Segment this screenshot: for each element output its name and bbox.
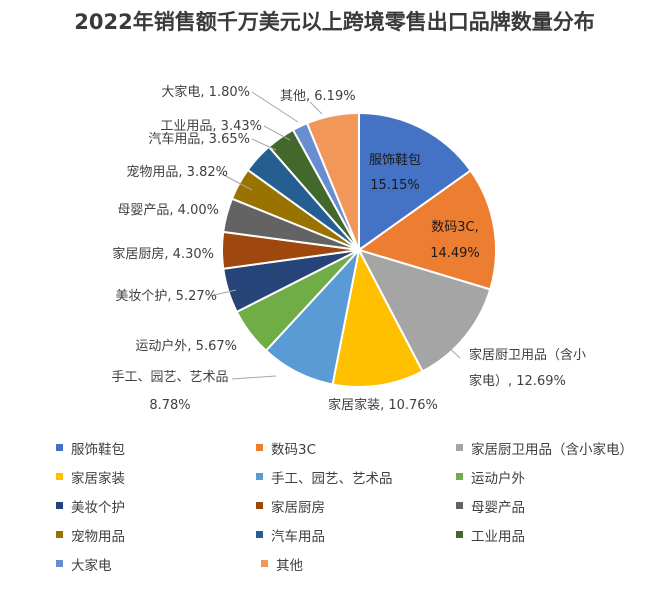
legend-item: 手工、园艺、艺术品 xyxy=(256,467,456,487)
legend-label: 美妆个护 xyxy=(71,499,125,516)
legend-row: 家居家装 手工、园艺、艺术品 运动户外 xyxy=(56,462,656,491)
leader-line-5 xyxy=(263,125,291,141)
legend-row: 服饰鞋包 数码3C 家居厨卫用品（含小家电） xyxy=(56,433,656,462)
pie-slice-13 xyxy=(305,111,360,251)
pie-slice-2 xyxy=(357,248,492,373)
legend-label: 家居家装 xyxy=(71,470,125,487)
data-label-10: 汽车用品, 3.65% xyxy=(148,131,250,147)
legend-swatch xyxy=(56,560,63,567)
data-label-7: 家居厨房, 4.30% xyxy=(112,246,214,262)
data-label-8: 母婴产品, 4.00% xyxy=(117,203,219,218)
data-label-3: 家居家装, 10.76% xyxy=(328,397,438,413)
pie-chart: 服饰鞋包 15.15% 数码3C, 14.49% 家居厨卫用品（含小 家电）, … xyxy=(111,84,586,413)
data-label-5: 运动户外, 5.67% xyxy=(135,338,237,354)
legend-label: 数码3C xyxy=(271,441,317,458)
legend-swatch xyxy=(456,502,463,509)
legend-swatch xyxy=(261,560,268,567)
legend-swatch xyxy=(456,444,463,451)
legend-item: 大家电 xyxy=(56,554,261,574)
legend-swatch xyxy=(456,473,463,480)
data-label-2-line1: 家居厨卫用品（含小 xyxy=(469,347,586,363)
chart-title: 2022年销售额千万美元以上跨境零售出口品牌数量分布 xyxy=(74,10,595,34)
legend-label: 手工、园艺、艺术品 xyxy=(271,470,393,487)
legend-item: 工业用品 xyxy=(456,525,656,545)
legend-swatch xyxy=(56,502,63,509)
legend-item: 汽车用品 xyxy=(256,525,456,545)
legend-item: 家居厨卫用品（含小家电） xyxy=(456,438,656,458)
legend-item: 母婴产品 xyxy=(456,496,656,516)
legend-item: 宠物用品 xyxy=(56,525,256,545)
legend-swatch xyxy=(456,531,463,538)
data-labels: 服饰鞋包 15.15% 数码3C, 14.49% 家居厨卫用品（含小 家电）, … xyxy=(111,84,586,413)
leader-line-3 xyxy=(219,172,253,191)
legend-label: 大家电 xyxy=(71,557,112,574)
data-label-11: 工业用品, 3.43% xyxy=(160,119,262,134)
data-label-6: 美妆个护, 5.27% xyxy=(115,289,217,304)
legend-swatch xyxy=(56,444,63,451)
data-label-0-value: 15.15% xyxy=(370,178,420,193)
pie-slices xyxy=(220,111,497,388)
data-label-1-name: 数码3C, xyxy=(431,220,478,235)
legend-label: 运动户外 xyxy=(471,470,525,487)
legend-row: 大家电 其他 xyxy=(56,549,656,578)
legend-item: 数码3C xyxy=(256,438,456,458)
legend-swatch xyxy=(56,531,63,538)
legend-item: 运动户外 xyxy=(456,467,656,487)
legend-label: 家居厨房 xyxy=(271,499,325,516)
legend-item: 家居家装 xyxy=(56,467,256,487)
legend-row: 宠物用品 汽车用品 工业用品 xyxy=(56,520,656,549)
leader-lines xyxy=(209,91,461,380)
legend-label: 宠物用品 xyxy=(71,528,125,545)
legend-swatch xyxy=(256,531,263,538)
legend: 服饰鞋包 数码3C 家居厨卫用品（含小家电） 家居家装 手工、园艺、艺术品 运动户外美妆个… xyxy=(56,433,656,578)
legend-label: 其他 xyxy=(276,557,303,574)
leader-line-4 xyxy=(251,138,277,151)
legend-swatch xyxy=(256,473,263,480)
data-label-2-line2: 家电）, 12.69% xyxy=(469,373,566,389)
data-label-13: 其他, 6.19% xyxy=(280,89,356,104)
leader-line-6 xyxy=(251,91,299,123)
legend-row: 美妆个护 家居厨房 母婴产品 xyxy=(56,491,656,520)
leader-line-0 xyxy=(445,344,461,359)
legend-item: 服饰鞋包 xyxy=(56,438,256,458)
leader-line-7 xyxy=(309,101,323,115)
legend-swatch xyxy=(56,473,63,480)
leader-line-1 xyxy=(231,375,277,380)
legend-label: 工业用品 xyxy=(471,528,525,545)
pie-slice-3 xyxy=(331,247,424,388)
legend-swatch xyxy=(256,502,263,509)
leader-line-2 xyxy=(209,289,237,297)
legend-swatch xyxy=(256,444,263,451)
legend-item: 美妆个护 xyxy=(56,496,256,516)
data-label-4-line2: 8.78% xyxy=(149,398,190,413)
data-label-9: 宠物用品, 3.82% xyxy=(126,164,228,180)
legend-label: 母婴产品 xyxy=(471,499,525,516)
data-label-1-value: 14.49% xyxy=(430,246,480,261)
legend-item: 其他 xyxy=(261,554,466,574)
pie-slice-0 xyxy=(358,111,472,252)
legend-label: 家居厨卫用品（含小家电） xyxy=(471,441,633,458)
legend-label: 汽车用品 xyxy=(271,528,325,545)
data-label-12: 大家电, 1.80% xyxy=(161,84,250,100)
data-label-4-line1: 手工、园艺、艺术品 xyxy=(111,370,228,385)
legend-label: 服饰鞋包 xyxy=(71,441,125,458)
legend-item: 家居厨房 xyxy=(256,496,456,516)
data-label-0-name: 服饰鞋包 xyxy=(369,152,421,168)
